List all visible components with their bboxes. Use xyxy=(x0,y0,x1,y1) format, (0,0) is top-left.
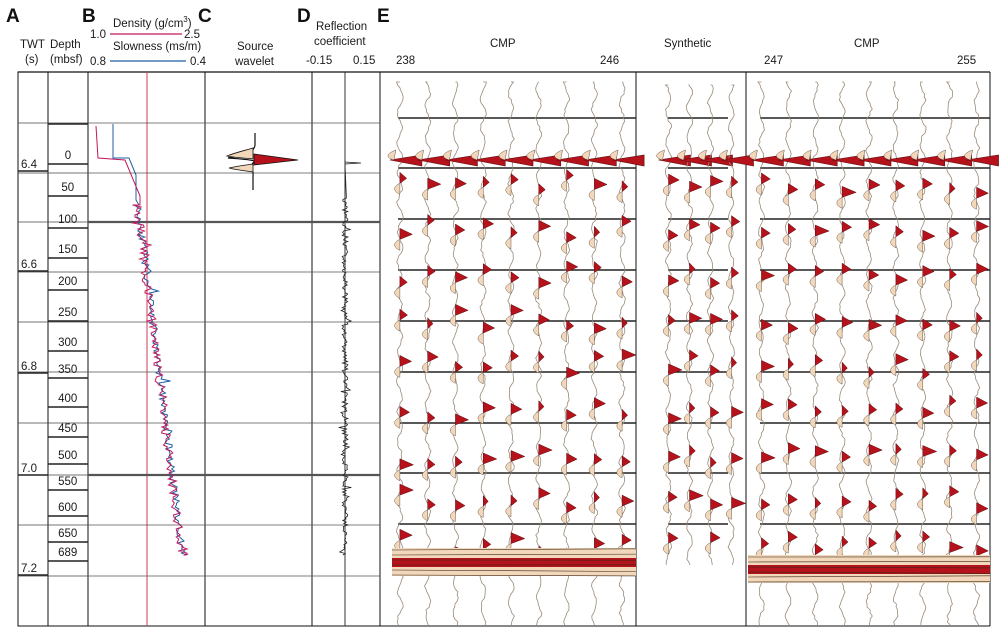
panel-d xyxy=(311,71,381,627)
rc-min: -0.15 xyxy=(306,55,332,67)
synthetic-title: Synthetic xyxy=(664,38,712,50)
depth-tick-label: 450 xyxy=(58,423,77,435)
reflection-coefficient-trace xyxy=(338,160,362,556)
rc-spikes xyxy=(338,160,362,556)
seismic-trace xyxy=(883,81,919,626)
density-min: 1.0 xyxy=(90,29,106,41)
seismic-trace xyxy=(719,84,754,566)
panel-b xyxy=(87,71,206,627)
seismic-trace xyxy=(698,84,733,566)
tick-labels: 6.4 6.6 6.8 7.0 7.2 0 50 100 150 200 250 300 350 400 4… xyxy=(18,123,88,576)
seismic-trace xyxy=(582,81,617,626)
density-max: 2.5 xyxy=(184,29,200,41)
panel-d-letter: D xyxy=(297,6,311,27)
cmp-section-247-255 xyxy=(747,81,999,626)
seismic-trace xyxy=(776,81,811,626)
panel-e-letter: E xyxy=(377,6,390,27)
synthetic-seismogram xyxy=(656,84,754,566)
slowness-max: 0.4 xyxy=(190,56,207,68)
cmp-left-title: CMP xyxy=(490,38,516,50)
well-logs xyxy=(95,124,189,557)
density-curve xyxy=(95,125,189,557)
depth-tick-label: 0 xyxy=(65,150,71,162)
seismic-trace xyxy=(910,81,946,626)
depth-tick-label: 300 xyxy=(58,337,77,349)
seismic-trace xyxy=(443,81,478,626)
twt-tick-label: 7.2 xyxy=(21,563,37,575)
cmp-right-end: 255 xyxy=(957,55,976,67)
cmp-left-start: 238 xyxy=(396,55,415,67)
slowness-curve xyxy=(112,124,189,556)
depth-tick-label: 150 xyxy=(58,244,77,256)
depth-unit: (mbsf) xyxy=(50,54,83,66)
twt-tick-label: 6.4 xyxy=(21,159,38,171)
twt-unit: (s) xyxy=(25,54,39,66)
depth-tick-label: 250 xyxy=(58,307,77,319)
time-grid-lines xyxy=(18,122,380,577)
twt-tick-label: 6.8 xyxy=(21,361,37,373)
seismic-trace xyxy=(656,84,691,566)
depth-tick-label: 689 xyxy=(58,547,77,559)
cmp-section-238-246 xyxy=(387,81,645,626)
panel-c-letter: C xyxy=(198,6,212,27)
cmp-left-end: 246 xyxy=(600,55,619,67)
seismic-trace xyxy=(964,81,999,626)
cmp-right-title: CMP xyxy=(854,38,880,50)
slowness-min: 0.8 xyxy=(90,56,106,68)
seismic-trace xyxy=(749,81,784,626)
depth-tick-label: 650 xyxy=(58,528,77,540)
depth-tick-label: 600 xyxy=(58,502,77,514)
panel-b-letter: B xyxy=(82,6,96,27)
twt-title: TWT xyxy=(20,39,45,51)
twt-tick-label: 6.6 xyxy=(21,259,37,271)
depth-tick-label: 400 xyxy=(58,393,77,405)
cmp-right-start: 247 xyxy=(764,55,783,67)
panel-a-letter: A xyxy=(6,6,20,27)
depth-tick-label: 100 xyxy=(58,214,77,226)
wavelet-subtitle: wavelet xyxy=(234,56,275,68)
rc-title: Reflection xyxy=(316,21,367,33)
basement-reflector-band xyxy=(391,548,637,577)
seismic-trace xyxy=(554,81,589,626)
panel-a xyxy=(17,71,49,627)
seismic-trace xyxy=(937,81,972,626)
depth-tick-label: 50 xyxy=(61,182,74,194)
density-label: Density (g/cm3) xyxy=(113,15,192,30)
seismic-trace xyxy=(677,84,712,566)
wavelet-title: Source xyxy=(237,41,273,53)
rc-subtitle: coefficient xyxy=(314,36,366,48)
seismic-trace xyxy=(387,81,423,626)
depth-tick-label: 550 xyxy=(58,476,77,488)
seismic-trace xyxy=(415,81,450,626)
rc-max: 0.15 xyxy=(353,55,375,67)
depth-tick-label: 200 xyxy=(58,276,77,288)
slowness-label: Slowness (ms/m) xyxy=(113,41,201,53)
depth-tick-label: 500 xyxy=(58,450,77,462)
depth-title: Depth xyxy=(50,39,81,51)
source-wavelet xyxy=(225,133,299,190)
twt-tick-label: 7.0 xyxy=(21,463,37,475)
seismic-trace xyxy=(609,81,645,626)
basement-reflector-band xyxy=(747,555,991,583)
depth-tick-label: 350 xyxy=(58,364,77,376)
